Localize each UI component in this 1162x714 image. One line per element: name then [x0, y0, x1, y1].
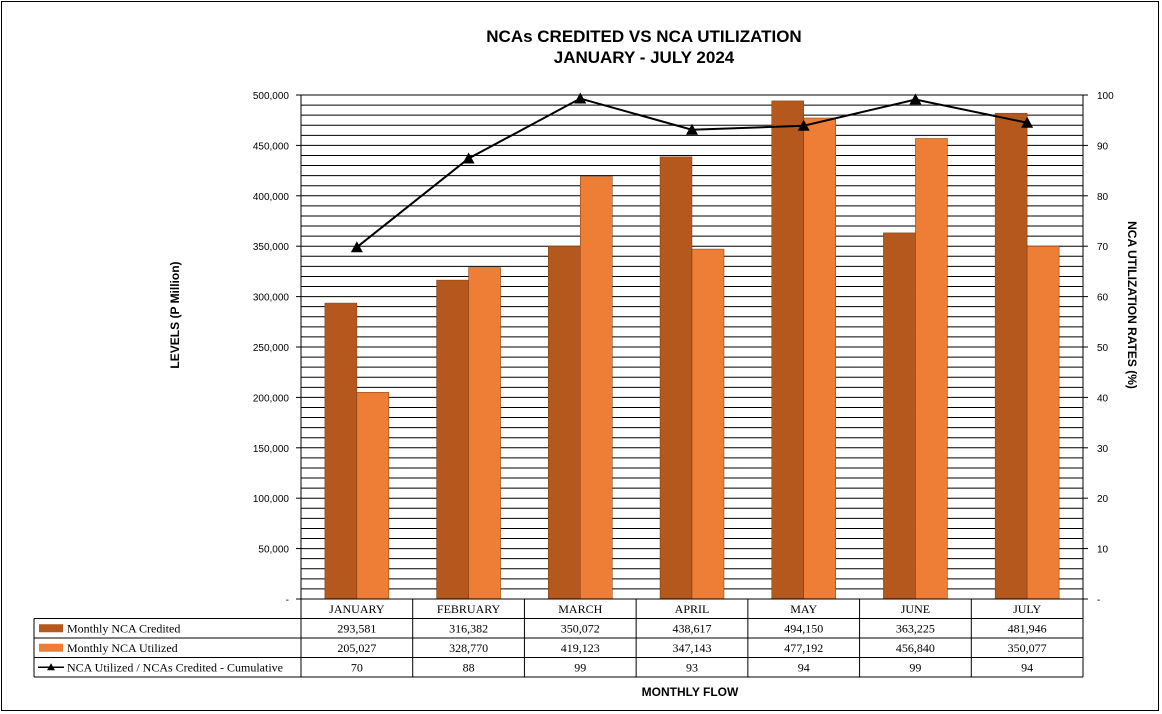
y-tick-label: 100,000	[253, 494, 290, 505]
data-table: JANUARY FEBRUARY MARCH APRIL MAY JUNE JULY Mont…	[33, 598, 1084, 678]
legend-label: Monthly NCA Utilized	[67, 641, 178, 655]
legend-label: NCA Utilized / NCAs Credited - Cumulativ…	[67, 660, 283, 674]
x-tick-label: APRIL	[675, 602, 710, 616]
y2-tick-label: 90	[1097, 141, 1109, 152]
data-label: 99	[909, 660, 921, 674]
y-axis-ticks: - 50,000 100,000 150,000 200,000 250,000 300,0…	[253, 91, 301, 606]
data-label: 494,150	[784, 621, 823, 635]
y2-tick-label: 40	[1097, 393, 1109, 404]
bar-utilized	[691, 248, 725, 600]
y2-tick-label: 60	[1097, 293, 1109, 304]
bar-credited	[771, 100, 804, 600]
x-tick-label: MARCH	[558, 602, 602, 616]
data-label: 316,382	[449, 621, 488, 635]
data-label: 93	[686, 660, 698, 674]
data-label: 94	[798, 660, 810, 674]
bar-utilized	[803, 117, 836, 600]
y2-axis-ticks: - 10 20 30 40 50 60 70 80 90 100	[1083, 91, 1114, 606]
bar-utilized	[580, 176, 613, 600]
bar-credited	[883, 232, 916, 600]
bar-credited	[994, 112, 1028, 600]
data-label: 293,581	[337, 621, 376, 635]
y-tick-label: 350,000	[253, 242, 290, 253]
y-tick-label: 50,000	[258, 545, 289, 556]
data-label: 205,027	[337, 641, 376, 655]
x-tick-label: JUNE	[901, 602, 930, 616]
data-label: 363,225	[896, 621, 935, 635]
data-label: 347,143	[673, 641, 712, 655]
x-tick-label: JULY	[1013, 602, 1041, 616]
y2-tick-label: 10	[1097, 545, 1109, 556]
utilization-point	[574, 92, 587, 104]
y-tick-label: 200,000	[253, 393, 290, 404]
bar-utilized	[915, 138, 948, 600]
x-axis-title: MONTHLY FLOW	[642, 685, 739, 699]
y-axis-title: LEVELS (P Million)	[168, 261, 182, 368]
chart-title-line2: JANUARY - JULY 2024	[554, 48, 735, 67]
y-tick-label: 250,000	[253, 343, 290, 354]
bar-utilized	[356, 392, 390, 600]
bar-credited	[548, 245, 581, 600]
y-tick-label: 450,000	[253, 141, 290, 152]
x-tick-label: JANUARY	[329, 602, 385, 616]
y-tick-label: 500,000	[253, 91, 290, 102]
y2-tick-label: 80	[1097, 192, 1109, 203]
bar-utilized	[1026, 245, 1060, 600]
utilization-point	[1021, 116, 1034, 128]
data-label: 94	[1021, 660, 1033, 674]
data-label: 350,072	[561, 621, 600, 635]
x-tick-label: MAY	[790, 602, 817, 616]
data-label: 477,192	[784, 641, 823, 655]
data-label: 438,617	[673, 621, 712, 635]
y2-tick-label: 50	[1097, 343, 1109, 354]
y2-tick-label: -	[1097, 595, 1100, 606]
y-tick-label: 300,000	[253, 293, 290, 304]
chart-title-line1: NCAs CREDITED VS NCA UTILIZATION	[486, 27, 801, 46]
y2-tick-label: 100	[1097, 91, 1114, 102]
bar-credited	[436, 279, 469, 600]
y-tick-label: -	[286, 595, 289, 606]
bars	[324, 100, 1060, 600]
bar-utilized	[468, 267, 501, 600]
x-tick-label: FEBRUARY	[437, 602, 501, 616]
data-label: 481,946	[1008, 621, 1047, 635]
data-label: 99	[574, 660, 586, 674]
legend-swatch	[39, 643, 63, 652]
y2-tick-label: 30	[1097, 444, 1109, 455]
data-label: 328,770	[449, 641, 488, 655]
data-label: 419,123	[561, 641, 600, 655]
utilization-point	[909, 93, 922, 105]
legend-marker	[47, 663, 55, 671]
data-label: 350,077	[1008, 641, 1047, 655]
data-label: 70	[351, 660, 363, 674]
bar-credited	[324, 302, 358, 600]
data-label: 88	[463, 660, 475, 674]
bar-credited	[659, 156, 693, 600]
y-tick-label: 400,000	[253, 192, 290, 203]
y2-axis-title: NCA UTILIZATION RATES (%)	[1125, 221, 1139, 389]
legend-label: Monthly NCA Credited	[67, 621, 180, 635]
utilization-point	[686, 123, 698, 135]
utilization-line	[350, 92, 1034, 253]
utilization-point	[462, 152, 475, 164]
legend-swatch	[39, 624, 63, 633]
utilization-point	[350, 241, 363, 253]
y2-tick-label: 20	[1097, 494, 1109, 505]
y2-tick-label: 70	[1097, 242, 1109, 253]
y-tick-label: 150,000	[253, 444, 290, 455]
utilization-point	[797, 119, 810, 131]
data-label: 456,840	[896, 641, 935, 655]
